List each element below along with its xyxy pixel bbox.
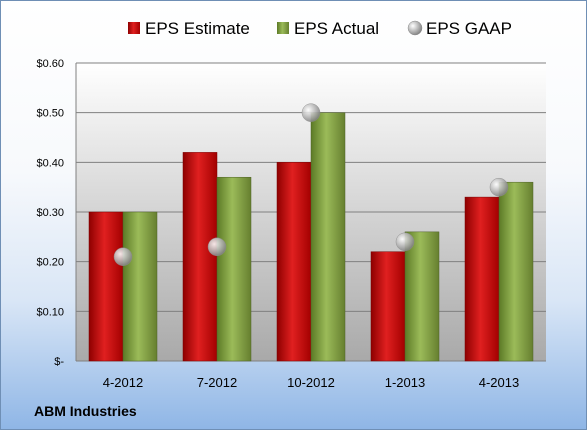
y-tick-label: $0.20 [36, 257, 64, 269]
eps-estimate-bar [276, 162, 312, 362]
eps-estimate-bar [88, 211, 124, 362]
eps-estimate-bar [464, 196, 500, 362]
x-tick-label: 1-2013 [385, 375, 425, 390]
eps-gaap-point [395, 232, 415, 252]
gaap-points [113, 103, 509, 266]
legend-label: EPS GAAP [426, 19, 512, 38]
eps-actual-bar [310, 112, 346, 362]
eps-actual-bar [122, 211, 158, 362]
legend-swatch-gaap [407, 20, 423, 36]
x-axis-ticks: 4-2012 7-2012 10-2012 1-2013 4-2013 [103, 375, 519, 390]
eps-gaap-point [301, 103, 321, 122]
legend-swatch-estimate [128, 22, 140, 34]
x-tick-label: 4-2013 [479, 375, 519, 390]
legend-label: EPS Actual [294, 19, 379, 38]
y-tick-label: $- [54, 356, 64, 368]
legend-swatch-actual [277, 22, 289, 34]
bars [88, 112, 534, 362]
legend: EPS Estimate EPS Actual EPS GAAP [128, 19, 512, 38]
eps-gaap-point [113, 247, 133, 266]
eps-actual-bar [216, 176, 252, 362]
legend-label: EPS Estimate [145, 19, 250, 38]
eps-gaap-point [207, 237, 227, 257]
eps-estimate-bar [182, 152, 218, 362]
x-tick-label: 4-2012 [103, 375, 143, 390]
y-tick-label: $0.50 [36, 108, 64, 120]
eps-actual-bar [404, 231, 440, 362]
eps-actual-bar [498, 181, 534, 362]
eps-gaap-point [489, 177, 509, 197]
y-axis-ticks: $- $0.10 $0.20 $0.30 $0.40 $0.50 $0.60 [36, 58, 64, 368]
x-tick-label: 7-2012 [197, 375, 237, 390]
y-tick-label: $0.10 [36, 306, 64, 318]
x-tick-label: 10-2012 [287, 375, 335, 390]
y-tick-label: $0.30 [36, 207, 64, 219]
company-name: ABM Industries [34, 403, 137, 419]
eps-estimate-bar [370, 251, 406, 362]
y-tick-label: $0.60 [36, 58, 64, 70]
y-tick-label: $0.40 [36, 157, 64, 169]
